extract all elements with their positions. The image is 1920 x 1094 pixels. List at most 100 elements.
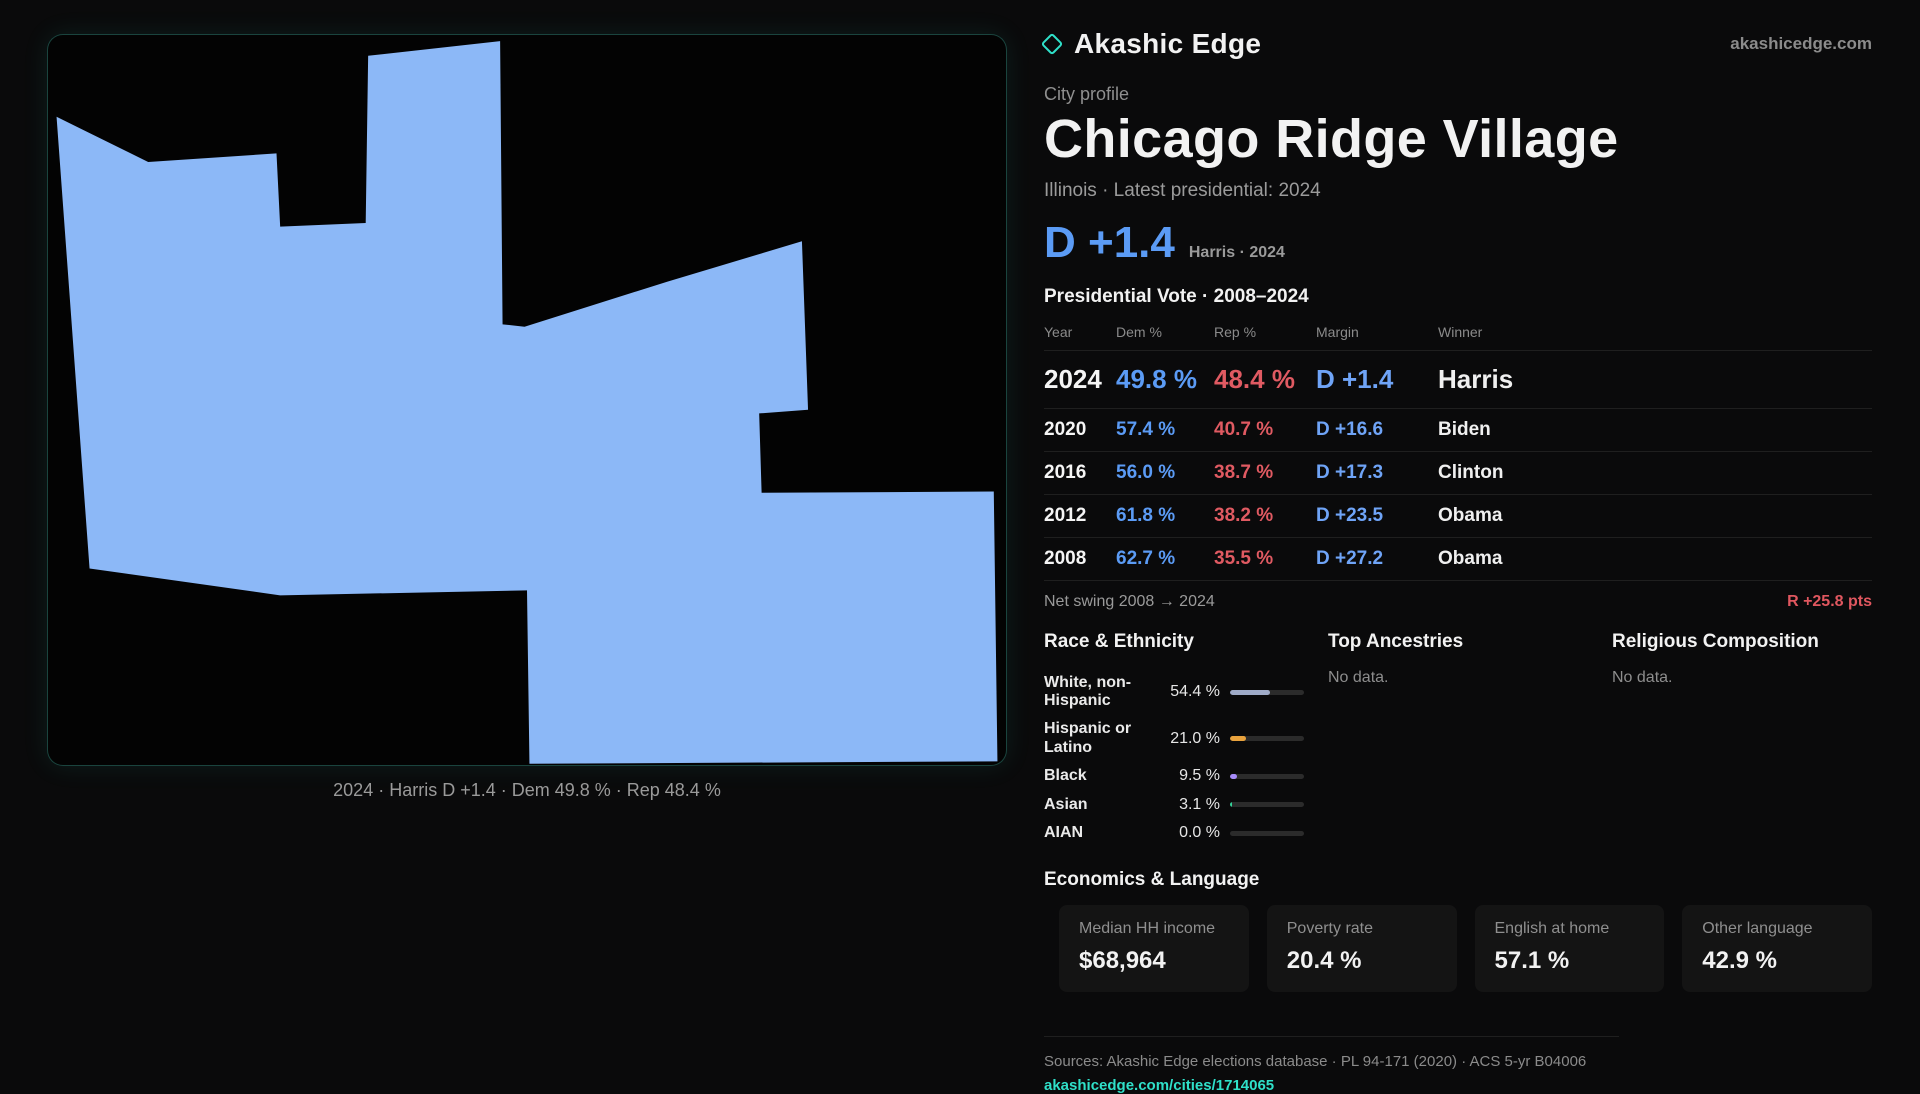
- stat-card: Other language 42.9 %: [1682, 905, 1872, 993]
- race-value: 0.0 %: [1179, 824, 1220, 842]
- col-winner: Winner: [1438, 323, 1483, 340]
- profile-pane: Akashic Edge akashicedge.com City profil…: [1040, 28, 1872, 1094]
- vote-year: 2016: [1044, 461, 1087, 483]
- vote-margin: D +17.3: [1316, 461, 1384, 483]
- headline-margin-block: D +1.4 Harris · 2024: [1044, 218, 1872, 268]
- stat-card: Median HH income $68,964: [1059, 905, 1249, 993]
- table-row: 2008 62.7 % 35.5 % D +27.2 Obama: [1044, 538, 1872, 581]
- stat-value: 42.9 %: [1702, 947, 1777, 975]
- race-label: Hispanic or Latino: [1044, 720, 1132, 756]
- map-caption: 2024 · Harris D +1.4 · Dem 49.8 % · Rep …: [333, 780, 721, 800]
- vote-year: 2020: [1044, 418, 1087, 440]
- city-map-panel: [47, 34, 1007, 766]
- race-label: Black: [1044, 767, 1087, 785]
- vote-margin: D +16.6: [1316, 418, 1384, 440]
- page-title: Chicago Ridge Village: [1044, 109, 1619, 169]
- vote-rep: 38.2 %: [1214, 504, 1274, 526]
- race-row: White, non-Hispanic 54.4 %: [1044, 669, 1304, 716]
- site-domain-link[interactable]: akashicedge.com: [1730, 34, 1872, 53]
- header: Akashic Edge akashicedge.com: [1040, 28, 1872, 60]
- ancestries-column: Top Ancestries No data.: [1328, 631, 1588, 848]
- vote-year: 2024: [1044, 363, 1102, 394]
- table-row: 2016 56.0 % 38.7 % D +17.3 Clinton: [1044, 452, 1872, 495]
- vote-table-header: Year Dem % Rep % Margin Winner: [1044, 324, 1872, 351]
- race-label: AIAN: [1044, 824, 1084, 842]
- brand[interactable]: Akashic Edge: [1040, 28, 1262, 60]
- race-bar-fill: [1230, 773, 1238, 779]
- stat-label: Median HH income: [1079, 920, 1216, 938]
- net-swing-row: Net swing 2008 → 2024 R +25.8 pts: [1044, 593, 1872, 611]
- col-rep: Rep %: [1214, 323, 1257, 340]
- vote-winner: Obama: [1438, 504, 1503, 526]
- economics-stats: Median HH income $68,964 Poverty rate 20…: [1059, 905, 1872, 993]
- vote-winner: Harris: [1438, 363, 1514, 394]
- race-bar-fill: [1230, 736, 1246, 742]
- vote-winner: Obama: [1438, 547, 1503, 569]
- ancestries-title: Top Ancestries: [1328, 630, 1464, 652]
- vote-rep: 35.5 %: [1214, 547, 1274, 569]
- race-row: AIAN 0.0 %: [1044, 819, 1304, 847]
- race-bar: [1230, 802, 1304, 808]
- col-margin: Margin: [1316, 323, 1359, 340]
- race-bar-fill: [1230, 802, 1233, 808]
- vote-margin: D +27.2: [1316, 547, 1384, 569]
- race-bar: [1230, 736, 1304, 742]
- stat-label: Other language: [1702, 920, 1813, 938]
- net-swing-label: Net swing 2008 → 2024: [1044, 592, 1215, 610]
- brand-name: Akashic Edge: [1074, 28, 1262, 59]
- religion-column: Religious Composition No data.: [1612, 631, 1872, 848]
- vote-dem: 49.8 %: [1116, 363, 1197, 394]
- stat-card: Poverty rate 20.4 %: [1266, 905, 1457, 993]
- religion-empty: No data.: [1612, 668, 1673, 686]
- vote-dem: 56.0 %: [1116, 461, 1176, 483]
- vote-year: 2012: [1044, 504, 1087, 526]
- race-bar: [1230, 773, 1304, 779]
- vote-winner: Biden: [1438, 418, 1491, 440]
- page-kicker: City profile: [1044, 84, 1130, 104]
- race-value: 54.4 %: [1170, 683, 1220, 701]
- net-swing-value: R +25.8 pts: [1787, 592, 1872, 610]
- race-value: 21.0 %: [1170, 729, 1220, 747]
- vote-table-title: Presidential Vote · 2008–2024: [1044, 285, 1309, 307]
- race-row: Black 9.5 %: [1044, 762, 1304, 790]
- table-row: 2024 49.8 % 48.4 % D +1.4 Harris: [1044, 351, 1872, 409]
- race-ethnicity-title: Race & Ethnicity: [1044, 630, 1194, 652]
- vote-year: 2008: [1044, 547, 1087, 569]
- col-year: Year: [1044, 323, 1073, 340]
- vote-margin: D +1.4: [1316, 363, 1394, 394]
- col-dem: Dem %: [1116, 323, 1162, 340]
- race-bar-fill: [1230, 689, 1271, 695]
- headline-detail: Harris · 2024: [1188, 243, 1285, 261]
- footer: Sources: Akashic Edge elections database…: [1044, 1036, 1619, 1094]
- page-subtitle: Illinois · Latest presidential: 2024: [1044, 179, 1321, 201]
- race-value: 9.5 %: [1179, 767, 1220, 785]
- city-boundary-polygon: [56, 41, 998, 764]
- footer-sources: Sources: Akashic Edge elections database…: [1044, 1053, 1587, 1071]
- vote-winner: Clinton: [1438, 461, 1504, 483]
- city-boundary-map: [56, 41, 998, 764]
- headline-margin: D +1.4: [1044, 217, 1175, 267]
- stat-value: 57.1 %: [1494, 947, 1570, 975]
- religion-title: Religious Composition: [1612, 630, 1819, 652]
- table-row: 2020 57.4 % 40.7 % D +16.6 Biden: [1044, 409, 1872, 452]
- race-label: Asian: [1044, 795, 1088, 813]
- stat-label: Poverty rate: [1286, 920, 1374, 938]
- vote-dem: 61.8 %: [1116, 504, 1176, 526]
- vote-margin: D +23.5: [1316, 504, 1384, 526]
- stat-card: English at home 57.1 %: [1474, 905, 1665, 993]
- race-bar: [1230, 689, 1304, 695]
- race-value: 3.1 %: [1179, 795, 1220, 813]
- vote-dem: 62.7 %: [1116, 547, 1176, 569]
- vote-rep: 48.4 %: [1214, 363, 1295, 394]
- race-ethnicity-column: Race & Ethnicity White, non-Hispanic 54.…: [1044, 631, 1304, 848]
- race-label: White, non-Hispanic: [1044, 673, 1132, 710]
- race-row: Asian 3.1 %: [1044, 791, 1304, 819]
- table-row: 2012 61.8 % 38.2 % D +23.5 Obama: [1044, 495, 1872, 538]
- vote-rep: 38.7 %: [1214, 461, 1274, 483]
- demographics-section: Race & Ethnicity White, non-Hispanic 54.…: [1044, 631, 1872, 848]
- vote-dem: 57.4 %: [1116, 418, 1176, 440]
- stat-value: $68,964: [1079, 947, 1166, 975]
- vote-rep: 40.7 %: [1214, 418, 1274, 440]
- race-row: Hispanic or Latino 21.0 %: [1044, 715, 1304, 762]
- stat-value: 20.4 %: [1286, 947, 1362, 975]
